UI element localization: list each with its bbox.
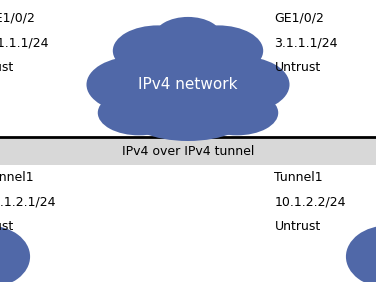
FancyBboxPatch shape xyxy=(0,138,376,165)
Text: Untrust: Untrust xyxy=(274,220,321,233)
Text: GE1/0/2: GE1/0/2 xyxy=(274,11,324,24)
Text: IPv4 network: IPv4 network xyxy=(138,77,238,92)
Text: GE1/0/2: GE1/0/2 xyxy=(0,11,35,24)
Ellipse shape xyxy=(196,90,278,135)
Text: Tunnel1: Tunnel1 xyxy=(0,171,33,184)
Ellipse shape xyxy=(154,17,222,56)
Text: 2.1.1.1/24: 2.1.1.1/24 xyxy=(0,36,49,49)
Text: Tunnel1: Tunnel1 xyxy=(274,171,323,184)
Text: IPv4 over IPv4 tunnel: IPv4 over IPv4 tunnel xyxy=(122,145,254,158)
Ellipse shape xyxy=(86,56,184,113)
Ellipse shape xyxy=(113,25,203,76)
Text: 10.1.2.2/24: 10.1.2.2/24 xyxy=(274,195,346,208)
Ellipse shape xyxy=(124,85,252,141)
Ellipse shape xyxy=(173,25,263,76)
Text: Untrust: Untrust xyxy=(274,61,321,74)
Ellipse shape xyxy=(346,226,376,282)
Ellipse shape xyxy=(192,56,290,113)
Text: trust: trust xyxy=(0,61,14,74)
Text: 10.1.2.1/24: 10.1.2.1/24 xyxy=(0,195,56,208)
Text: 3.1.1.1/24: 3.1.1.1/24 xyxy=(274,36,338,49)
Ellipse shape xyxy=(98,90,180,135)
Ellipse shape xyxy=(0,226,30,282)
Ellipse shape xyxy=(117,39,259,113)
Text: trust: trust xyxy=(0,220,14,233)
